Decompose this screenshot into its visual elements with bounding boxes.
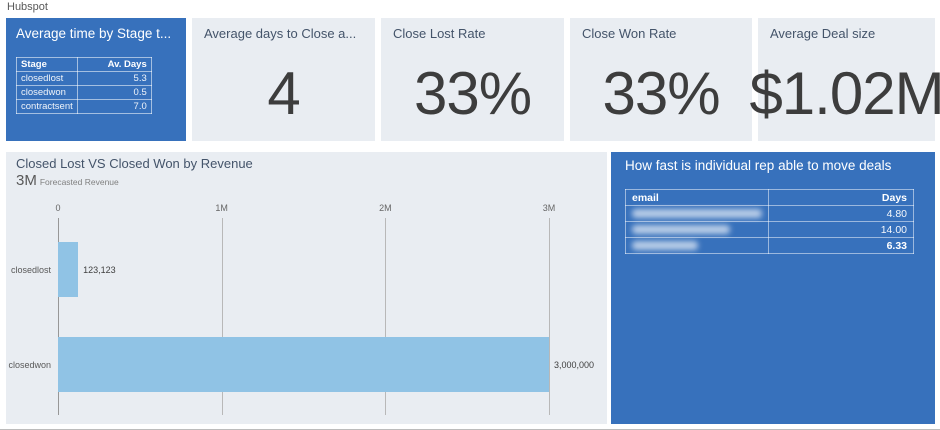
rep-table-header-row: email Days [625,189,914,206]
kpi-title: Average days to Close a... [204,26,357,41]
tile-close-won-rate[interactable]: Close Won Rate 33% [570,18,752,141]
tile-title: Average time by Stage t... [16,26,172,41]
bar-row-closedlost: closedlost 123,123 [11,242,549,297]
days-cell: 4.80 [768,205,914,222]
x-tick-label: 2M [379,203,392,213]
gridline-2m [385,218,387,415]
forecast-callout: 3M Forecasted Revenue [16,172,119,190]
forecast-value: 3M [16,172,37,189]
bar-plot: 0 1M 2M 3M closedlost 123,123 closedwon … [8,203,594,415]
email-cell-redacted [625,221,769,238]
stage-cell: closedlost [16,71,78,86]
kpi-title: Close Won Rate [582,26,677,41]
rep-speed-panel[interactable]: How fast is individual rep able to move … [611,152,935,424]
email-column-header: email [625,189,769,206]
gridline-1m [221,218,223,415]
blurred-email [632,241,698,250]
kpi-value: $1.02M [749,60,940,127]
stage-table: Stage Av. Days closedlost 5.3 closedwon … [16,57,152,114]
days-cell: 14.00 [768,221,914,238]
table-row[interactable]: 4.80 [625,205,914,222]
days-cell: 5.3 [76,71,152,86]
table-row[interactable]: 14.00 [625,221,914,238]
table-row[interactable]: closedlost 5.3 [16,71,152,86]
stage-cell: contractsent [16,99,78,114]
table-row[interactable]: 6.33 [625,237,914,254]
stage-table-header-row: Stage Av. Days [16,57,152,72]
bar-closedlost[interactable] [58,242,79,297]
chart-title: Closed Lost VS Closed Won by Revenue [16,156,253,171]
blurred-email [632,209,762,218]
tile-average-days-to-close[interactable]: Average days to Close a... 4 [192,18,375,141]
bar-row-closedwon: closedwon 3,000,000 [8,337,594,392]
table-row[interactable]: contractsent 7.0 [16,99,152,114]
tile-close-lost-rate[interactable]: Close Lost Rate 33% [381,18,564,141]
rep-panel-title: How fast is individual rep able to move … [625,158,892,173]
chart-card-closed-lost-vs-won[interactable]: Closed Lost VS Closed Won by Revenue 3M F… [6,152,607,424]
days-cell: 0.5 [76,85,152,100]
kpi-value: 4 [267,60,300,127]
kpi-value: 33% [413,60,532,127]
rep-table: email Days 4.80 14.00 6.33 [625,189,914,254]
bar-value-label: 123,123 [83,264,116,275]
stage-cell: closedwon [16,85,78,100]
table-row[interactable]: closedwon 0.5 [16,85,152,100]
kpi-value: 33% [602,60,720,127]
blurred-email [632,225,730,234]
kpi-title: Close Lost Rate [393,26,486,41]
kpi-title: Average Deal size [770,26,876,41]
gridline-0 [58,218,59,415]
bar-closedwon[interactable] [58,337,549,392]
stage-column-header: Stage [16,57,78,72]
email-cell-redacted [625,205,769,222]
days-column-header: Av. Days [76,57,152,72]
x-tick-label: 3M [542,203,556,213]
tile-average-deal-size[interactable]: Average Deal size $1.02M [749,18,940,141]
email-cell-redacted [625,237,769,254]
tile-average-time-by-stage[interactable]: Average time by Stage t... Stage Av. Day… [6,18,186,141]
category-label: closedwon [8,359,51,370]
workspace-label: Hubspot [7,1,48,13]
bar-value-label: 3,000,000 [554,359,595,370]
days-cell: 7.0 [76,99,152,114]
forecast-label: Forecasted Revenue [39,177,119,187]
category-label: closedlost [10,264,51,275]
days-cell: 6.33 [768,237,914,254]
x-tick-label: 1M [215,203,228,213]
days-column-header: Days [768,189,914,206]
x-tick-label: 0 [55,203,61,213]
gridline-3m [549,218,550,415]
